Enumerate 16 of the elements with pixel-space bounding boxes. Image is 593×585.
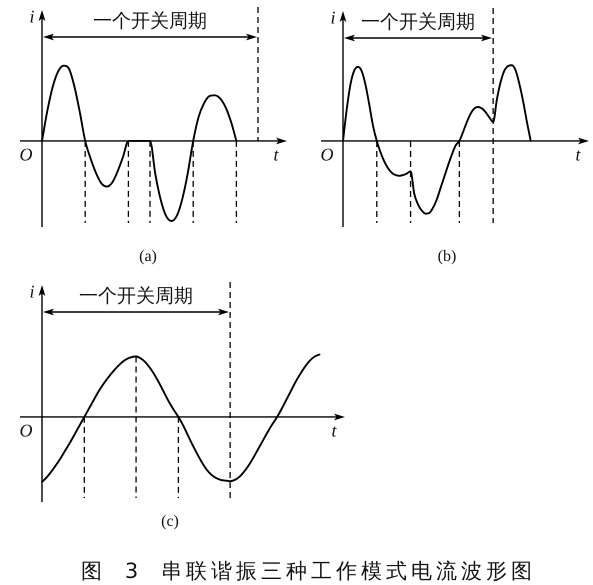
text: O	[20, 144, 32, 165]
text: 一个开关周期	[361, 10, 476, 33]
text: (a)	[139, 248, 157, 266]
text: (c)	[161, 513, 179, 530]
text: 一个开关周期	[93, 10, 207, 32]
text: O	[20, 420, 32, 441]
x-axis-title: t	[331, 420, 338, 441]
caption: 图 3 串联谐振三种工作模式电流波形图	[80, 558, 537, 584]
x-axis-title: t	[575, 144, 582, 165]
text: (b)	[438, 248, 456, 266]
y-axis-title: i	[29, 6, 35, 27]
text: 一个开关周期	[79, 284, 194, 307]
y-axis-title: i	[330, 8, 336, 28]
x-axis-title: t	[273, 144, 280, 165]
text: O	[320, 144, 334, 165]
y-axis-title: i	[29, 282, 35, 302]
